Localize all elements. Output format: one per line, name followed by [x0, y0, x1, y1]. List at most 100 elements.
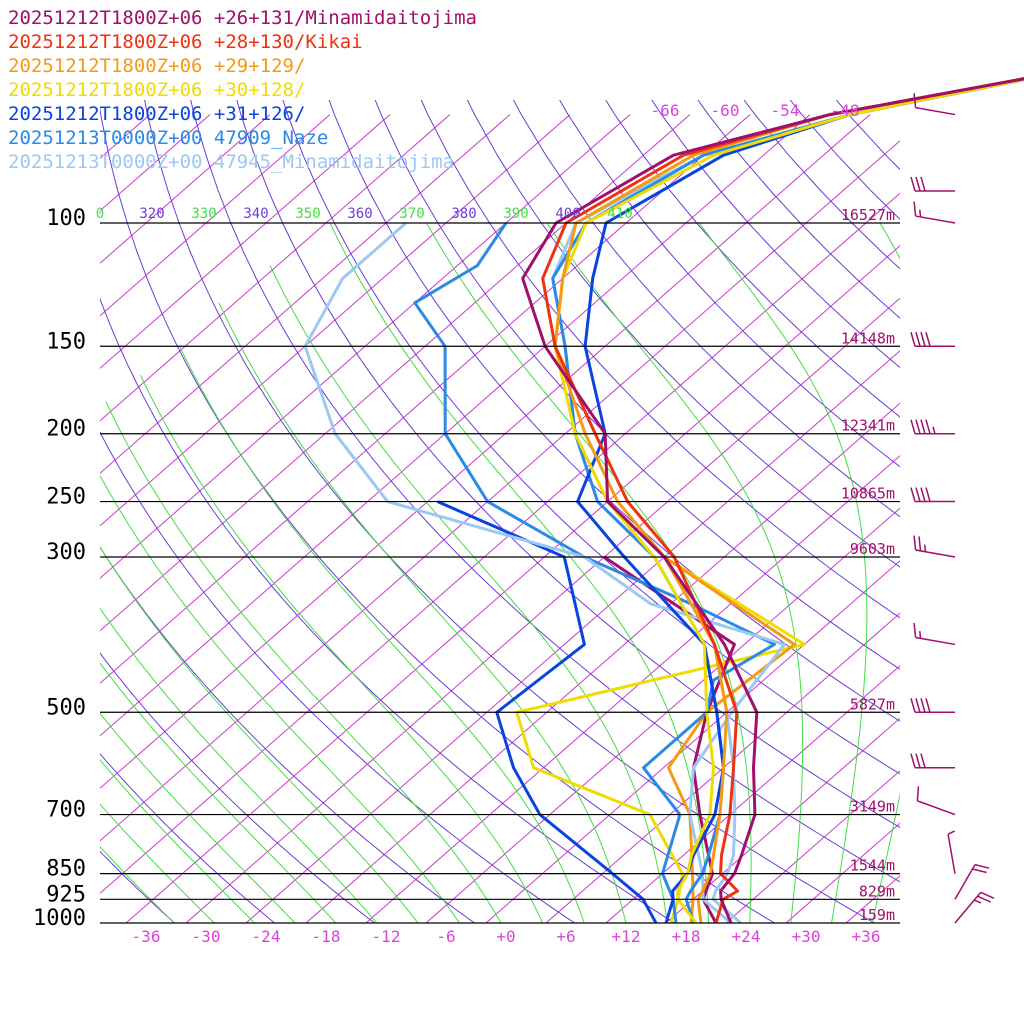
wind-barb-half-flag: [932, 426, 936, 434]
theta-label: 330: [191, 206, 216, 222]
theta-label: 350: [295, 206, 320, 222]
height-label: 16527m: [841, 206, 895, 224]
isotherm-line: [125, 245, 900, 923]
isotherm-line: [100, 114, 691, 632]
wind-barb-staff: [947, 834, 956, 874]
temperature-tick-label: -36: [132, 927, 161, 946]
wind-barb-flag: [910, 332, 916, 347]
chart-labels: 100 16527m 150 14148m 200 12341m 250 10865m 300 9…: [33, 101, 900, 946]
height-label: 9603m: [850, 540, 895, 558]
wind-barb-flag: [925, 419, 931, 434]
pressure-label: 850: [46, 857, 86, 882]
isotherm-line: [100, 114, 391, 369]
wind-barb-flag: [916, 786, 920, 801]
isotherm-line: [100, 114, 871, 789]
theta-label: 370: [399, 206, 424, 222]
isotherm-line: [100, 114, 571, 527]
isotherm-line: [100, 140, 900, 842]
wind-barb-flag: [974, 863, 990, 869]
wind-barb-half-flag: [919, 631, 922, 639]
theta-label: 360: [347, 206, 372, 222]
moist-adiabat-line: [218, 302, 627, 923]
wind-barb-flag: [913, 535, 917, 551]
wind-barb-flag: [915, 332, 921, 347]
wind-barb-flag: [925, 332, 931, 347]
dewpoint-line: [436, 500, 658, 924]
wind-barb: [913, 535, 956, 558]
moist-adiabat-line: [100, 662, 337, 923]
moist-adiabat-line: [425, 222, 752, 923]
height-label: 10865m: [841, 485, 895, 503]
wind-barb-flag: [920, 753, 926, 768]
temperature-line: [521, 77, 1024, 924]
wind-barb-staff: [917, 800, 956, 816]
pressure-label: 150: [46, 329, 86, 354]
wind-barb-staff: [954, 864, 976, 900]
wind-barb-staff: [915, 636, 956, 646]
pressure-label: 300: [46, 540, 86, 565]
height-label: 14148m: [841, 329, 895, 347]
legend-entry: 20251213T0000Z+00 47909_Naze: [8, 127, 328, 149]
theta-label: 390: [503, 206, 528, 222]
wind-barb: [913, 622, 956, 646]
wind-barbs: [910, 93, 995, 924]
wind-barb-flag: [920, 332, 926, 347]
height-label: 3149m: [850, 798, 895, 816]
dewpoint-line: [413, 222, 776, 924]
wind-barb-staff: [915, 549, 956, 558]
wind-barb: [910, 753, 955, 769]
temperature-tick-label: +30: [792, 927, 821, 946]
moist-adiabat-line: [105, 401, 502, 923]
legend-entry: 20251213T0000Z+00 47945_Minamidaitojima: [8, 151, 454, 173]
dry-adiabat-line: [236, 100, 900, 829]
dry-adiabat-line: [100, 850, 176, 923]
wind-barb-flag: [972, 868, 987, 874]
moist-adiabat-line: [100, 846, 175, 923]
theta-label: 410: [607, 206, 632, 222]
wind-barb: [910, 176, 955, 192]
legend-entry: 20251212T1800Z+06 +28+130/Kikai: [8, 31, 363, 53]
wind-barb: [947, 830, 956, 874]
wind-barb: [913, 93, 956, 116]
wind-barb-flag: [913, 201, 917, 217]
wind-barb: [916, 786, 956, 816]
wind-barb-flag: [913, 622, 917, 638]
wind-barb-flag: [913, 93, 917, 108]
height-label: 5827m: [850, 695, 895, 713]
temperature-line: [553, 77, 1024, 924]
wind-barb: [910, 332, 955, 348]
isotherm-line: [100, 114, 631, 579]
temperature-tick-label: -6: [436, 927, 455, 946]
pressure-label: 250: [46, 485, 86, 510]
pressure-label: 925: [46, 882, 86, 907]
wind-barb: [913, 201, 956, 224]
moist-adiabat-line: [269, 265, 668, 923]
isotherm-line: [605, 665, 900, 923]
wind-barb-flag: [920, 698, 926, 713]
wind-barb-flag: [910, 176, 916, 192]
temperature-tick-label: -24: [252, 927, 281, 946]
upper-temperature-label: -66: [651, 101, 680, 120]
wind-barb-flag: [918, 536, 922, 551]
moist-adiabat-line: [100, 607, 378, 923]
height-label: 1544m: [850, 857, 895, 875]
upper-temperature-label: -60: [711, 101, 740, 120]
wind-barb-flag: [910, 487, 916, 502]
wind-barb-half-flag: [973, 899, 982, 904]
dry-adiabat-line: [100, 546, 476, 923]
isotherm-line: [725, 770, 900, 923]
isotherm-line: [305, 402, 900, 923]
pressure-label: 100: [46, 206, 86, 231]
dry-adiabat-line: [100, 652, 376, 923]
wind-barb-flag: [977, 895, 992, 903]
wind-barb-flag: [925, 487, 931, 502]
wind-barb: [910, 487, 955, 503]
theta-label: 320: [139, 206, 164, 222]
dry-adiabat-line: [100, 753, 276, 923]
wind-barb-half-flag: [923, 544, 927, 552]
wind-barb-flag: [910, 698, 916, 713]
moist-adiabat-line: [871, 222, 900, 923]
isotherm-line: [100, 114, 511, 474]
legend-entry: 20251212T1800Z+06 +29+129/: [8, 55, 305, 77]
